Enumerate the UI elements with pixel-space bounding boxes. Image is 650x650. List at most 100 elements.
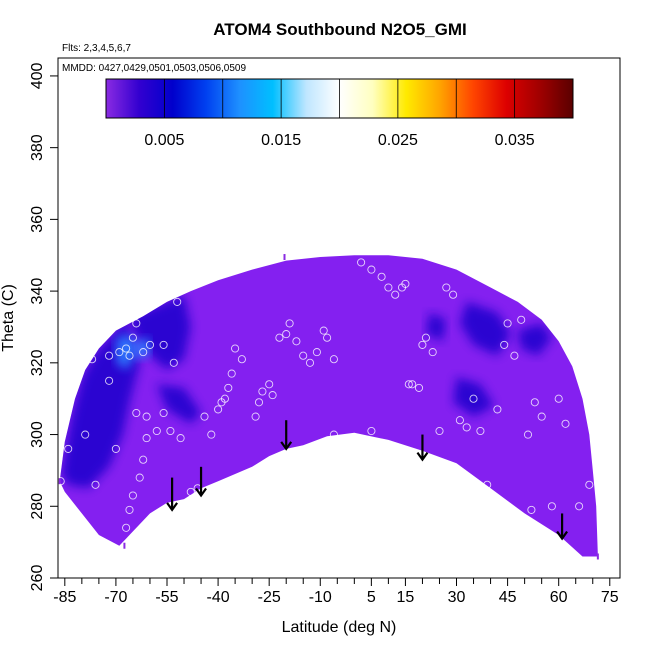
data-point bbox=[159, 340, 168, 349]
data-point bbox=[561, 419, 570, 428]
colorbar: 0.005 0.015 0.025 0.035 bbox=[105, 78, 574, 149]
data-point bbox=[585, 480, 594, 489]
data-point bbox=[207, 430, 216, 439]
x-tick-label: 75 bbox=[601, 589, 619, 606]
data-point bbox=[81, 430, 90, 439]
data-point bbox=[421, 333, 430, 342]
y-tick-label: 340 bbox=[29, 278, 46, 305]
y-tick-label: 400 bbox=[29, 62, 46, 89]
data-point bbox=[323, 333, 332, 342]
x-axis: -85 -70 -55 -40 -25 -10 5 15 30 45 60 75 bbox=[53, 577, 619, 606]
dark-blue-region bbox=[156, 384, 202, 424]
data-point bbox=[455, 416, 464, 425]
edge-mark bbox=[123, 542, 126, 549]
data-point bbox=[142, 412, 151, 421]
data-point bbox=[554, 394, 563, 403]
data-point bbox=[462, 423, 471, 432]
data-point bbox=[244, 477, 253, 486]
data-point bbox=[152, 426, 161, 436]
data-point bbox=[435, 426, 444, 436]
data-point bbox=[305, 358, 315, 367]
data-point bbox=[517, 315, 526, 324]
y-tick-label: 300 bbox=[29, 421, 46, 448]
arrow-head bbox=[416, 452, 429, 462]
colorbar-tick-label: 0.025 bbox=[378, 132, 418, 149]
y-axis-title: Theta (C) bbox=[0, 284, 17, 352]
data-point bbox=[88, 355, 97, 364]
data-point bbox=[346, 441, 355, 450]
data-point bbox=[200, 412, 209, 421]
arrow-head bbox=[195, 487, 207, 498]
data-point bbox=[254, 398, 264, 407]
data-point bbox=[408, 380, 417, 389]
data-point bbox=[544, 308, 553, 317]
colorbar-tick-label: 0.015 bbox=[261, 132, 301, 149]
data-point bbox=[469, 394, 478, 403]
dark-blue-region bbox=[425, 312, 447, 342]
y-tick-label: 320 bbox=[29, 349, 46, 376]
data-point bbox=[537, 412, 546, 421]
data-point bbox=[132, 319, 141, 328]
colorbar-labels: 0.005 0.015 0.025 0.035 bbox=[144, 132, 534, 149]
data-point bbox=[476, 426, 485, 436]
data-point bbox=[275, 333, 284, 342]
x-tick-label: -70 bbox=[104, 589, 127, 606]
data-point bbox=[329, 355, 338, 364]
data-point bbox=[329, 430, 338, 439]
data-point bbox=[64, 444, 73, 453]
data-point bbox=[111, 444, 120, 453]
data-point bbox=[159, 408, 168, 418]
data-point bbox=[568, 330, 577, 339]
x-tick-label: 15 bbox=[397, 589, 415, 606]
profile-arrows bbox=[166, 420, 568, 541]
dark-blue-region bbox=[517, 323, 552, 356]
data-point bbox=[125, 351, 134, 360]
x-tick-label: -40 bbox=[207, 589, 230, 606]
data-point bbox=[258, 387, 267, 396]
data-point bbox=[248, 469, 257, 479]
data-point bbox=[91, 480, 100, 489]
data-point bbox=[142, 434, 151, 443]
measurement-points bbox=[58, 258, 594, 532]
profile-arrow bbox=[416, 434, 429, 462]
y-tick-label: 360 bbox=[29, 206, 46, 233]
data-point bbox=[132, 408, 141, 418]
data-point bbox=[251, 412, 260, 421]
data-point bbox=[214, 405, 223, 414]
data-point bbox=[224, 383, 233, 392]
data-point bbox=[139, 455, 148, 464]
arrow-head bbox=[556, 530, 568, 541]
edge-marks bbox=[58, 254, 599, 560]
x-tick-label: -25 bbox=[258, 589, 281, 606]
data-point bbox=[357, 258, 366, 267]
data-point bbox=[367, 426, 376, 436]
x-tick-label: 45 bbox=[499, 589, 517, 606]
data-point bbox=[145, 340, 155, 349]
data-point bbox=[231, 344, 240, 353]
profile-arrow bbox=[280, 420, 293, 451]
data-point bbox=[169, 358, 178, 367]
data-point bbox=[166, 426, 175, 436]
profile-arrow bbox=[166, 477, 178, 512]
y-tick-label: 380 bbox=[29, 134, 46, 161]
data-point bbox=[237, 355, 246, 364]
profile-arrow bbox=[195, 466, 207, 498]
data-point bbox=[176, 434, 185, 443]
y-axis: 260 280 300 320 340 360 380 400 bbox=[29, 62, 58, 591]
data-point bbox=[503, 319, 512, 328]
data-point bbox=[500, 340, 509, 349]
dates-note: MMDD: 0427,0429,0501,0503,0506,0509 bbox=[62, 63, 246, 74]
data-point bbox=[282, 330, 291, 339]
data-point bbox=[442, 283, 451, 292]
x-tick-label: 60 bbox=[550, 589, 568, 606]
data-point bbox=[391, 290, 400, 299]
y-tick-label: 260 bbox=[29, 565, 46, 592]
edge-mark bbox=[596, 553, 599, 560]
data-point bbox=[268, 391, 277, 400]
data-point bbox=[428, 348, 437, 357]
data-point bbox=[299, 351, 308, 360]
data-point bbox=[105, 351, 114, 360]
data-point bbox=[414, 383, 424, 392]
data-point bbox=[510, 351, 519, 360]
data-point bbox=[319, 326, 328, 335]
